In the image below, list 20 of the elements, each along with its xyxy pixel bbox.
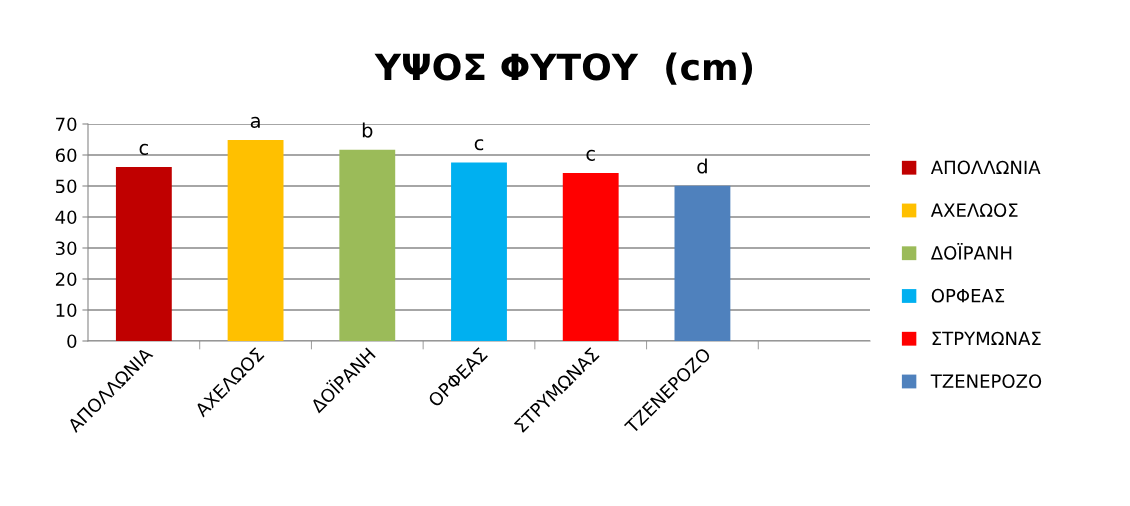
y-tick-label: 40 [55,210,77,225]
y-tick-label: 20 [55,272,77,287]
y-tick-label: 30 [55,241,77,256]
legend-label: ΟΡΦΕΑΣ [931,288,1005,303]
y-tick-label: 50 [56,179,77,194]
annotation: a [250,116,260,129]
annotation: b [362,122,373,138]
legend-label: ΑΧΕΛΩΟΣ [930,203,1018,218]
chart-title: ΥΨΟΣ ΦΥΤΟΥ (cm) [374,52,753,85]
annotation: c [586,149,595,161]
annotation: c [474,139,484,151]
legend-label: ΣΤΡΥΜΩΝΑΣ [932,331,1041,346]
annotation: d [697,158,707,174]
y-tick-label: 10 [56,303,77,318]
legend-label: ΔΟΪΡΑΝΗ [930,243,1012,260]
legend-label: ΑΠΟΛΛΩΝΙΑ [930,160,1041,175]
y-tick-label: 0 [67,334,77,349]
annotation: c [139,143,148,155]
y-tick-label: 60 [55,148,77,163]
y-tick-label: 70 [56,117,77,132]
